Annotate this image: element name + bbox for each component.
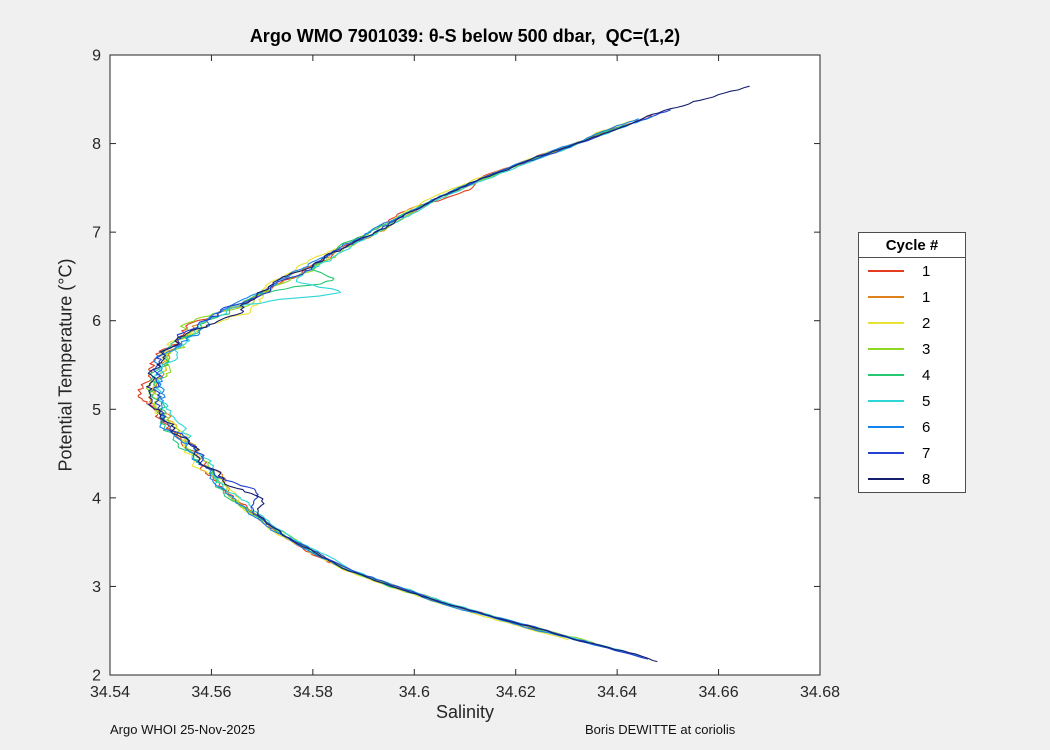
legend-label: 7 [922,444,931,462]
y-tick-label: 3 [92,579,101,596]
x-tick-label: 34.62 [496,684,536,701]
legend-line-sample [868,348,904,350]
legend-items: 1 1 2 3 4 5 6 7 8 [859,258,965,492]
legend-item-cycle-3: 3 [859,336,965,362]
x-axis-label: Salinity [435,702,495,722]
x-tick-label: 34.56 [191,684,231,701]
legend-item-cycle-4: 4 [859,362,965,388]
x-tick-label: 34.54 [90,684,130,701]
legend-item-cycle-2: 2 [859,310,965,336]
legend-line-sample [868,296,904,298]
legend-label: 5 [922,392,931,410]
x-tick-label: 34.66 [699,684,739,701]
legend: Cycle # 1 1 2 3 4 5 6 7 8 [858,232,966,493]
x-tick-label: 34.64 [597,684,637,701]
footer-right-text: Boris DEWITTE at coriolis [585,722,736,737]
legend-label: 2 [922,314,931,332]
y-tick-label: 5 [92,402,101,419]
legend-line-sample [868,374,904,376]
legend-item-cycle-1: 1 [859,284,965,310]
legend-line-sample [868,270,904,272]
legend-label: 1 [922,262,931,280]
y-tick-label: 6 [92,313,101,330]
y-tick-label: 9 [92,48,101,65]
plot-background [110,55,820,675]
legend-line-sample [868,322,904,324]
legend-item-cycle-7: 7 [859,440,965,466]
legend-label: 4 [922,366,931,384]
x-tick-label: 34.68 [800,684,840,701]
legend-item-cycle-1: 1 [859,258,965,284]
chart-title: Argo WMO 7901039: θ-S below 500 dbar, QC… [249,26,681,46]
x-tick-label: 34.58 [293,684,333,701]
y-tick-label: 2 [92,668,101,685]
legend-line-sample [868,452,904,454]
legend-line-sample [868,426,904,428]
legend-line-sample [868,400,904,402]
y-tick-label: 4 [92,490,101,507]
x-tick-label: 34.6 [399,684,430,701]
legend-item-cycle-8: 8 [859,466,965,492]
y-axis-label: Potential Temperature (°C) [55,258,76,472]
legend-label: 6 [922,418,931,436]
y-tick-label: 7 [92,225,101,242]
y-tick-label: 8 [92,136,101,153]
footer-left-text: Argo WHOI 25-Nov-2025 [110,722,256,737]
legend-label: 8 [922,470,931,488]
legend-item-cycle-5: 5 [859,388,965,414]
axis-box [109,54,821,676]
legend-item-cycle-6: 6 [859,414,965,440]
legend-label: 1 [922,288,931,306]
legend-label: 3 [922,340,931,358]
legend-line-sample [868,478,904,480]
legend-title: Cycle # [859,233,965,258]
series-cycle-8 [146,85,750,663]
